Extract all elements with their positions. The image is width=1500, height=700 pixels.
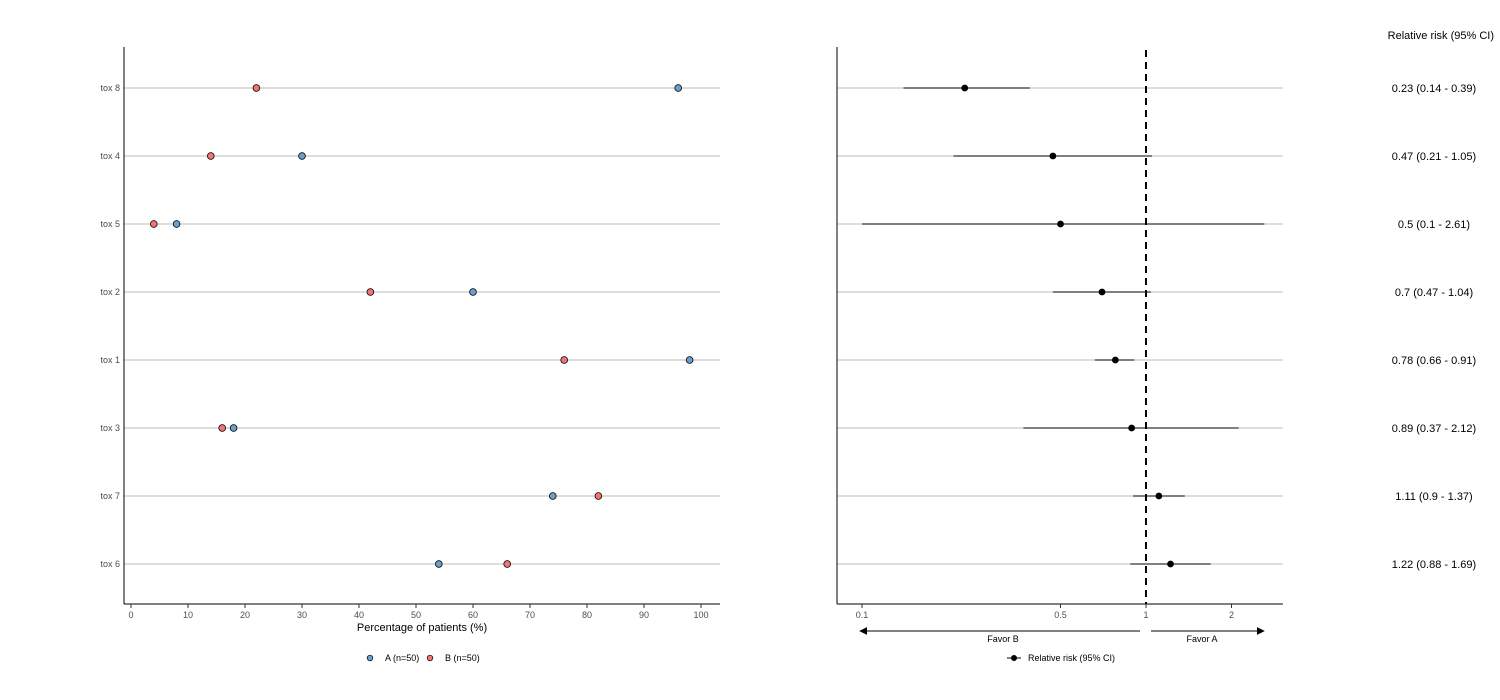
rr-label-tox-5: 0.5 (0.1 - 2.61) — [1398, 219, 1470, 231]
point-b-tox-6 — [503, 560, 512, 568]
point-b-tox-3 — [218, 424, 227, 432]
y-tick-label: tox 4 — [100, 151, 120, 161]
x-tick-label: 100 — [693, 610, 708, 620]
forest-x-tick-label: 0.5 — [1054, 610, 1067, 620]
x-tick-label: 60 — [468, 610, 478, 620]
dot-plot-panel: tox 8 tox 4 tox 5 tox 2 tox 1 tox 3 tox 7 tox 6… — [100, 47, 720, 663]
point-a-tox-3 — [229, 424, 238, 432]
point-b-tox-8 — [252, 84, 261, 92]
y-tick-label: tox 2 — [100, 287, 120, 297]
estimate-point-tox-3 — [1128, 424, 1136, 432]
favor-b-label: Favor B — [987, 634, 1019, 644]
x-tick-label: 10 — [183, 610, 193, 620]
point-b-tox-2 — [366, 288, 375, 296]
estimate-point-tox-4 — [1049, 152, 1057, 160]
x-tick-label: 0 — [128, 610, 133, 620]
point-b-tox-7 — [594, 492, 603, 500]
legend-key-point — [1011, 655, 1017, 661]
favor-a-label: Favor A — [1186, 634, 1217, 644]
estimate-point-tox-2 — [1098, 288, 1106, 296]
forest-x-tick-label: 0.1 — [856, 610, 869, 620]
point-a-tox-5 — [172, 220, 181, 228]
rr-label-tox-1: 0.78 (0.66 - 0.91) — [1392, 355, 1476, 367]
y-tick-label: tox 6 — [100, 559, 120, 569]
relative-risk-column: Relative risk (95% CI) 0.23 (0.14 - 0.39)… — [1388, 30, 1494, 571]
estimate-point-tox-6 — [1167, 560, 1174, 568]
x-axis-title: Percentage of patients (%) — [357, 622, 487, 634]
x-tick-label: 20 — [240, 610, 250, 620]
point-a-tox-7 — [548, 492, 557, 500]
estimate-point-tox-1 — [1111, 356, 1119, 364]
forest-x-tick-label: 1 — [1143, 610, 1148, 620]
point-a-tox-4 — [298, 152, 306, 160]
x-tick-label: 30 — [297, 610, 307, 620]
rr-label-tox-8: 0.23 (0.14 - 0.39) — [1392, 83, 1476, 95]
rr-label-tox-3: 0.89 (0.37 - 2.12) — [1392, 423, 1476, 435]
point-b-tox-4 — [207, 152, 215, 160]
point-a-tox-6 — [434, 560, 443, 568]
rr-label-tox-2: 0.7 (0.47 - 1.04) — [1395, 287, 1473, 299]
point-b-tox-1 — [560, 356, 568, 364]
point-b-tox-5 — [150, 220, 158, 228]
legend-key-b — [426, 654, 434, 662]
legend-key-a — [366, 654, 374, 662]
y-tick-label: tox 5 — [100, 219, 120, 229]
forest-x-tick-label: 2 — [1229, 610, 1234, 620]
y-tick-label: tox 3 — [100, 423, 120, 433]
x-tick-label: 50 — [411, 610, 421, 620]
estimate-point-tox-7 — [1155, 492, 1163, 500]
legend-label-b: B (n=50) — [445, 653, 480, 663]
point-a-tox-2 — [469, 288, 477, 296]
y-tick-label: tox 8 — [100, 83, 120, 93]
rr-column-header: Relative risk (95% CI) — [1388, 30, 1494, 42]
point-a-tox-1 — [685, 356, 694, 364]
x-tick-label: 80 — [582, 610, 592, 620]
legend-label-a: A (n=50) — [385, 653, 419, 663]
point-a-tox-8 — [674, 84, 682, 92]
estimate-point-tox-5 — [1057, 220, 1064, 228]
rr-label-tox-4: 0.47 (0.21 - 1.05) — [1392, 151, 1476, 163]
estimate-point-tox-8 — [961, 84, 969, 92]
x-tick-label: 90 — [639, 610, 649, 620]
y-tick-label: tox 7 — [100, 491, 120, 501]
rr-label-tox-7: 1.11 (0.9 - 1.37) — [1395, 491, 1472, 503]
x-tick-label: 40 — [354, 610, 364, 620]
legend-label-rr: Relative risk (95% CI) — [1028, 653, 1115, 663]
x-tick-label: 70 — [525, 610, 535, 620]
y-tick-label: tox 1 — [100, 355, 120, 365]
legend-left: A (n=50) B (n=50) — [366, 653, 480, 663]
rr-label-tox-6: 1.22 (0.88 - 1.69) — [1392, 559, 1476, 571]
forest-plot-panel: 0.1 0.5 1 2 Favor B Favor A Relative risk (95%… — [836, 47, 1283, 663]
legend-right: Relative risk (95% CI) — [1007, 653, 1115, 663]
